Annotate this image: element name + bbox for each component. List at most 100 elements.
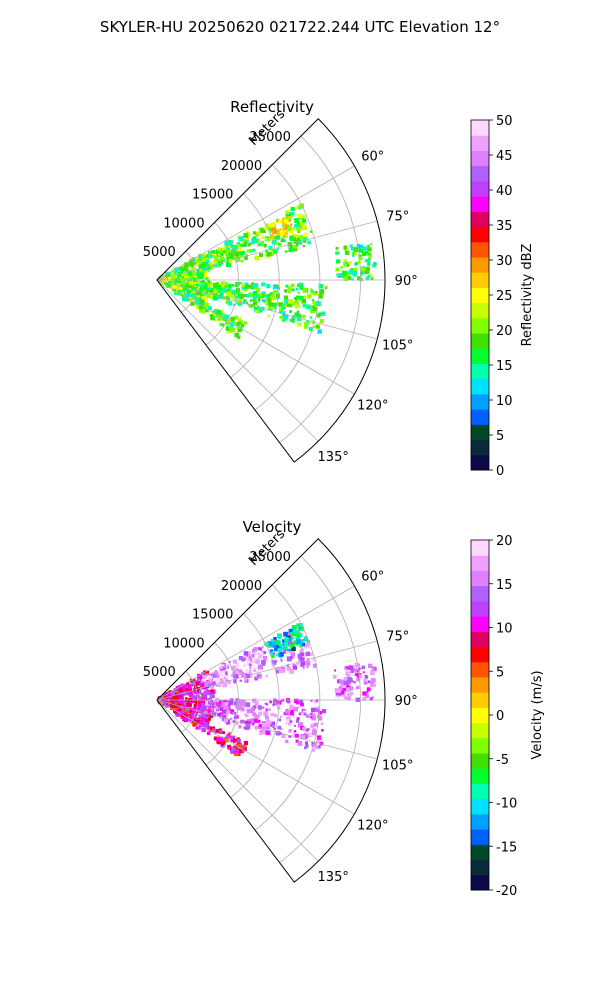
- echo-cell: [315, 324, 320, 329]
- echo-cell: [261, 235, 265, 238]
- echo-cell: [296, 214, 300, 217]
- angle-tick-label: 120°: [357, 819, 388, 834]
- echo-cell: [183, 293, 188, 298]
- echo-cell: [261, 650, 266, 655]
- echo-cell: [183, 274, 188, 279]
- echo-cell: [215, 728, 220, 733]
- echo-cell: [304, 642, 310, 648]
- echo-cell: [293, 245, 298, 249]
- echo-cell: [283, 230, 288, 234]
- echo-cell: [192, 280, 197, 285]
- echo-cell: [353, 681, 356, 684]
- echo-cell: [303, 295, 307, 299]
- echo-cell: [227, 704, 231, 707]
- colorbar-segment: [471, 120, 489, 136]
- echo-cell: [201, 279, 205, 284]
- echo-cell: [207, 255, 212, 259]
- echo-cell: [285, 650, 290, 655]
- echo-cell: [234, 283, 239, 288]
- echo-cell: [185, 697, 188, 700]
- echo-cell: [297, 242, 300, 245]
- echo-cell: [230, 749, 235, 754]
- echo-cell: [234, 332, 239, 338]
- echo-cell: [318, 711, 322, 715]
- echo-cell: [185, 687, 188, 690]
- echo-cell: [214, 671, 219, 676]
- echo-cell: [207, 269, 210, 273]
- echo-cell: [301, 661, 306, 666]
- colorbar-tick-label: 15: [496, 578, 513, 593]
- echo-cell: [296, 238, 300, 241]
- echo-cell: [316, 313, 321, 318]
- echo-cell: [282, 223, 285, 226]
- echo-cell: [218, 683, 222, 688]
- echo-cell: [257, 719, 261, 723]
- range-ring: [181, 670, 199, 733]
- echo-cell: [304, 321, 309, 327]
- echo-cell: [271, 307, 275, 310]
- echo-cell: [352, 668, 358, 673]
- echo-cell: [185, 297, 189, 302]
- echo-cell: [269, 235, 275, 240]
- echo-cell: [218, 672, 221, 675]
- echo-cell: [225, 301, 229, 304]
- echo-cell: [288, 247, 294, 252]
- echo-cell: [295, 243, 299, 247]
- echo-cell: [310, 309, 314, 314]
- colorbar-segment: [471, 378, 489, 395]
- echo-cell: [206, 673, 209, 676]
- echo-cell: [189, 716, 195, 722]
- echo-cell: [195, 305, 200, 310]
- echo-cell: [223, 740, 226, 744]
- echo-cell: [259, 654, 262, 658]
- echo-cell: [343, 259, 347, 263]
- colorbar-segment: [471, 196, 489, 212]
- echo-cell: [182, 708, 187, 713]
- echo-cell: [360, 269, 366, 274]
- colorbar-segment: [471, 646, 489, 663]
- echo-cell: [365, 270, 369, 275]
- echo-cell: [249, 299, 253, 302]
- echo-cell: [264, 715, 269, 720]
- colorbar-tick-label: 20: [496, 534, 513, 549]
- echo-cell: [244, 678, 248, 682]
- echo-cell: [257, 652, 260, 655]
- echo-cell: [312, 728, 316, 732]
- echo-cell: [217, 247, 221, 251]
- echo-cell: [226, 262, 231, 267]
- colorbar-segment: [471, 211, 489, 228]
- echo-cell: [278, 637, 281, 640]
- echo-cell: [310, 230, 313, 233]
- echo-cell: [248, 720, 252, 724]
- echo-cell: [214, 263, 218, 268]
- echo-cell: [208, 678, 213, 682]
- echo-cell: [271, 655, 275, 658]
- echo-cell: [214, 319, 217, 322]
- echo-cell: [299, 623, 303, 627]
- echo-cell: [367, 260, 371, 264]
- colorbar-tick-label: -15: [496, 840, 517, 855]
- colorbar-segment: [471, 570, 489, 587]
- echo-cell: [186, 290, 191, 295]
- echo-cell: [224, 285, 227, 288]
- echo-cell: [286, 303, 291, 307]
- echo-cell: [284, 637, 289, 642]
- radial-tick-label: 5000: [143, 665, 176, 680]
- echo-cell: [297, 653, 303, 659]
- echo-cell: [273, 236, 277, 240]
- echo-cell: [352, 251, 356, 256]
- echo-cell: [258, 297, 261, 301]
- colorbar-segment: [471, 454, 489, 471]
- echo-cell: [221, 284, 226, 289]
- echo-cell: [243, 239, 247, 242]
- colorbar-segment: [471, 737, 489, 754]
- echo-cell: [243, 287, 247, 292]
- angle-tick-label: 135°: [318, 450, 349, 465]
- echo-cell: [284, 295, 288, 300]
- echo-cell: [195, 292, 199, 295]
- echo-cell: [215, 311, 218, 314]
- echo-cell: [305, 651, 311, 657]
- echo-cell: [218, 704, 222, 709]
- echo-cell: [260, 306, 265, 311]
- echo-cell: [236, 738, 241, 743]
